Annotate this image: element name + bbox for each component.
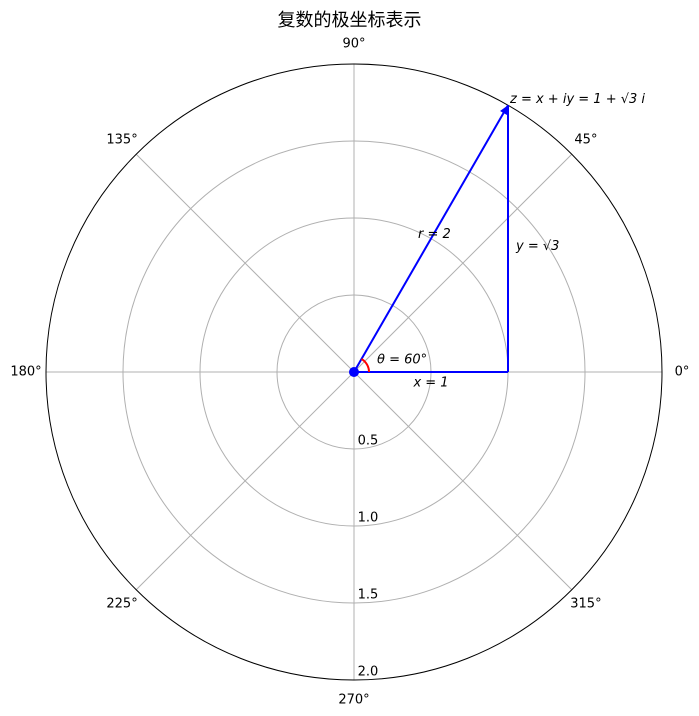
origin-point — [349, 367, 359, 377]
r-tick-label: 0.5 — [358, 434, 379, 449]
theta-tick-label: 45° — [574, 133, 597, 148]
vector-r-line — [353, 104, 509, 373]
theta-tick-label: 270° — [338, 693, 369, 708]
polar-spine — [45, 63, 663, 681]
theta-label: θ = 60° — [377, 353, 427, 368]
r-label: r = 2 — [418, 227, 451, 242]
theta-tick-label: 225° — [106, 596, 137, 611]
point-label: z = x + iy = 1 + √3 i — [509, 92, 645, 107]
chart-title: 复数的极坐标表示 — [277, 10, 422, 31]
r-tick-label: 2.0 — [358, 665, 379, 680]
theta-tick-label: 315° — [570, 596, 601, 611]
x-label: x = 1 — [412, 376, 448, 391]
y-label: y = √3 — [515, 239, 559, 254]
r-tick-label: 1.5 — [358, 588, 379, 603]
theta-tick-label: 180° — [10, 365, 41, 380]
theta-tick-label: 0° — [675, 365, 690, 380]
r-tick-label: 1.0 — [358, 511, 379, 526]
r-gridline-2 — [122, 140, 586, 604]
theta-tick-label: 135° — [106, 133, 137, 148]
theta-angle-arc — [360, 358, 370, 373]
vector-arrowhead — [500, 105, 508, 116]
theta-tick-label: 90° — [342, 37, 365, 52]
